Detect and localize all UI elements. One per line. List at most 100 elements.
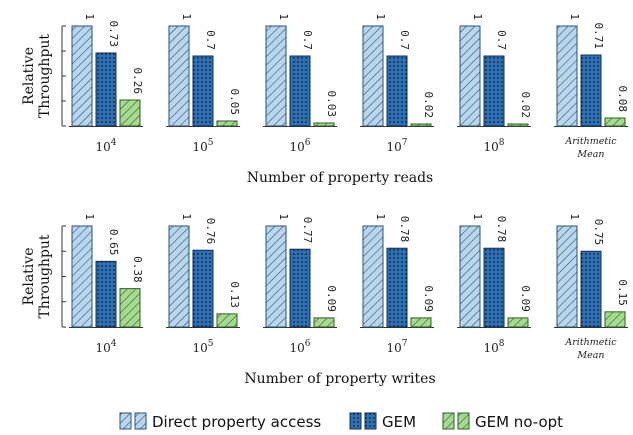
data-label: 0.05 <box>228 89 241 116</box>
bar <box>386 55 408 127</box>
x-tick-label: 105 <box>192 339 213 355</box>
bar <box>483 55 505 127</box>
data-label: 0.76 <box>204 218 217 245</box>
bar <box>289 55 311 127</box>
bar <box>168 25 190 127</box>
data-label: 1 <box>83 213 96 220</box>
bar <box>265 225 287 328</box>
data-label: 1 <box>374 13 387 20</box>
legend-swatch <box>364 412 377 430</box>
bar <box>410 123 432 127</box>
data-label: 1 <box>374 213 387 220</box>
data-label: 1 <box>277 213 290 220</box>
bar <box>313 122 335 127</box>
bar <box>556 25 578 127</box>
x-tick-label: 108 <box>483 339 504 355</box>
bar <box>192 55 214 127</box>
bar-group: 1 0.7 0.02 108 <box>457 13 532 154</box>
bar <box>507 123 529 127</box>
y-axis-title: RelativeThroughput <box>21 234 53 318</box>
data-label: 0.38 <box>131 256 144 283</box>
legend-swatch <box>119 412 132 430</box>
bar-group: 1 0.75 0.15 Arithmetic Mean <box>554 213 629 361</box>
x-tick-label: 107 <box>386 339 407 355</box>
data-label: 0.13 <box>228 281 241 308</box>
bar-group: 1 0.73 0.26 104 <box>69 13 144 154</box>
bar-group: 1 0.78 0.09 107 <box>360 213 435 355</box>
legend-label: GEM no-opt <box>475 413 563 431</box>
data-label: 0.09 <box>422 285 435 312</box>
data-label: 1 <box>180 13 193 20</box>
bar <box>362 225 384 328</box>
data-label: 0.08 <box>616 86 629 113</box>
bar <box>216 120 238 127</box>
bar <box>386 247 408 328</box>
bar <box>95 52 117 127</box>
reads-chart-panel: RelativeThroughput10.730.2610410.70.0510… <box>21 13 629 160</box>
bar <box>410 317 432 328</box>
bar <box>556 225 578 328</box>
writes-chart-panel: RelativeThroughput10.650.3810410.760.131… <box>21 213 629 361</box>
data-label: 0.7 <box>301 30 314 50</box>
x-tick-label: 104 <box>95 138 116 154</box>
x-tick-label: 107 <box>386 138 407 154</box>
data-label: 0.7 <box>204 30 217 50</box>
data-label: 0.03 <box>325 91 338 118</box>
bar <box>95 260 117 328</box>
data-label: 0.15 <box>616 279 629 306</box>
data-label: 1 <box>83 13 96 20</box>
x-tick-label: 108 <box>483 138 504 154</box>
bar <box>362 25 384 127</box>
legend-item: Direct property access <box>119 412 321 431</box>
data-label: 0.7 <box>495 30 508 50</box>
data-label: 0.02 <box>422 92 435 119</box>
data-label: 0.09 <box>325 285 338 312</box>
legend-swatch <box>457 412 470 430</box>
bar-group: 1 0.78 0.09 108 <box>457 213 532 355</box>
data-label: 0.7 <box>398 30 411 50</box>
legend-swatch <box>349 412 362 430</box>
data-label: 0.78 <box>398 216 411 243</box>
x-tick-label: 104 <box>95 339 116 355</box>
data-label: 0.09 <box>519 285 532 312</box>
legend-label: Direct property access <box>152 413 321 431</box>
bar <box>483 247 505 328</box>
data-label: 0.65 <box>107 229 120 256</box>
bar <box>580 250 602 328</box>
data-label: 1 <box>568 213 581 220</box>
bar <box>289 248 311 328</box>
bar-group: 1 0.76 0.13 105 <box>166 213 241 355</box>
bar <box>265 25 287 127</box>
data-label: 1 <box>180 213 193 220</box>
data-label: 0.75 <box>592 219 605 246</box>
legend-item: GEM <box>349 412 416 431</box>
bar <box>71 25 93 127</box>
x-tick-label: 105 <box>192 138 213 154</box>
writes-x-axis-title: Number of property writes <box>244 371 435 387</box>
bar <box>507 317 529 328</box>
bar-group: 1 0.7 0.03 106 <box>263 13 338 154</box>
data-label: 0.73 <box>107 21 120 48</box>
data-label: 0.02 <box>519 92 532 119</box>
legend-swatch <box>134 412 147 430</box>
x-tick-label: 106 <box>289 339 310 355</box>
reads-x-axis-title: Number of property reads <box>247 170 433 186</box>
bar <box>119 288 141 328</box>
data-label: 0.78 <box>495 216 508 243</box>
bar <box>71 225 93 328</box>
x-tick-label: 106 <box>289 138 310 154</box>
bar <box>168 225 190 328</box>
legend-label: GEM <box>382 413 416 431</box>
data-label: 0.71 <box>592 23 605 50</box>
legend-swatch <box>442 412 455 430</box>
x-tick-label-mean: Arithmetic Mean <box>564 337 617 361</box>
bar-group: 1 0.7 0.05 105 <box>166 13 241 154</box>
bar <box>216 313 238 328</box>
bar <box>192 249 214 328</box>
x-tick-label-mean: Arithmetic Mean <box>564 136 617 160</box>
bar-group: 1 0.7 0.02 107 <box>360 13 435 154</box>
legend-item: GEM no-opt <box>442 412 563 431</box>
bar <box>604 117 626 127</box>
y-axis-title: RelativeThroughput <box>21 34 53 118</box>
